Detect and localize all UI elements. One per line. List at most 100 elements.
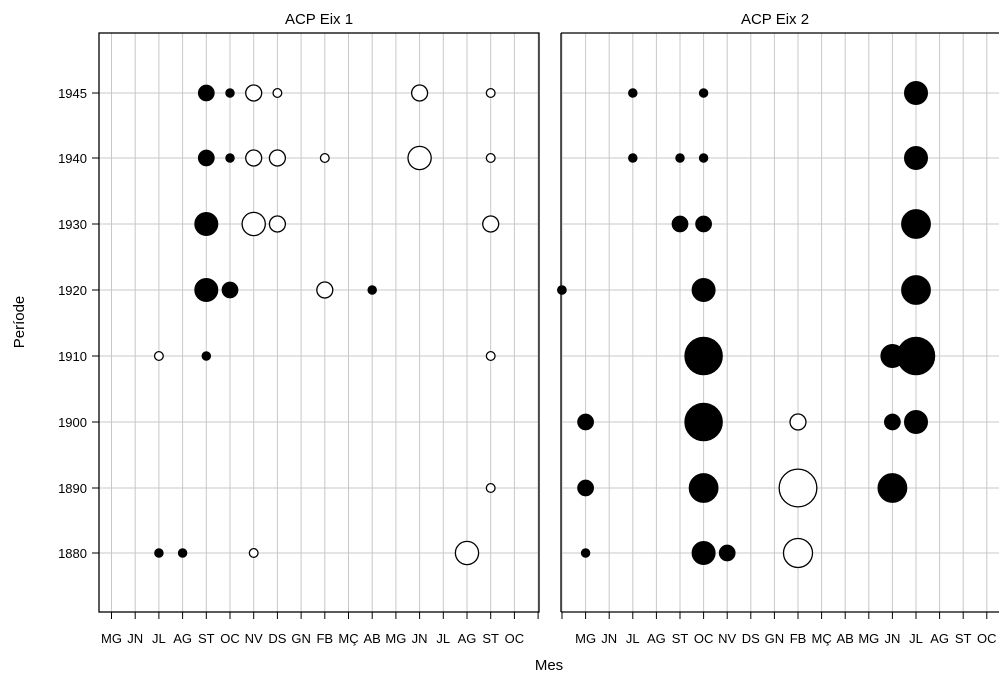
y-tick-label: 1920 bbox=[58, 283, 87, 298]
x-tick-label: JN bbox=[884, 631, 900, 646]
x-tick-label: JN bbox=[127, 631, 143, 646]
x-tick-label: OC bbox=[977, 631, 997, 646]
data-point bbox=[248, 548, 259, 559]
data-point bbox=[577, 413, 594, 431]
data-point bbox=[485, 88, 496, 99]
data-point bbox=[671, 215, 689, 233]
x-tick-label: GN bbox=[765, 631, 785, 646]
panel-2-x-ticks: MG JN JL AG ST OC NV DS GN FB MÇ AB MG JN JL AG ST OC bbox=[561, 612, 997, 646]
x-tick-label: JL bbox=[909, 631, 923, 646]
data-point bbox=[197, 84, 215, 102]
panel-2-grid bbox=[561, 33, 999, 612]
x-tick-label: OC bbox=[220, 631, 240, 646]
data-point bbox=[177, 548, 188, 558]
x-axis-label: Mes bbox=[535, 657, 563, 674]
x-tick-label: NV bbox=[718, 631, 736, 646]
y-tick-label: 1880 bbox=[58, 546, 87, 561]
x-tick-label: AB bbox=[837, 631, 854, 646]
data-point bbox=[221, 281, 239, 299]
data-point bbox=[454, 540, 480, 566]
data-point bbox=[684, 336, 723, 376]
data-point bbox=[407, 145, 432, 171]
x-tick-label: FB bbox=[790, 631, 807, 646]
data-point bbox=[789, 413, 807, 431]
x-tick-label: MG bbox=[858, 631, 879, 646]
data-point bbox=[201, 351, 212, 361]
data-point bbox=[896, 336, 936, 376]
x-tick-label: MG bbox=[385, 631, 406, 646]
x-tick-label: JN bbox=[412, 631, 428, 646]
x-tick-label: MG bbox=[101, 631, 122, 646]
data-point bbox=[675, 153, 685, 163]
data-point bbox=[485, 350, 496, 361]
data-point bbox=[153, 350, 164, 361]
y-tick-label: 1930 bbox=[58, 217, 87, 232]
x-tick-label: DS bbox=[268, 631, 286, 646]
x-tick-label: AG bbox=[647, 631, 666, 646]
data-point bbox=[241, 211, 266, 237]
data-point bbox=[319, 152, 330, 163]
x-tick-label: ST bbox=[955, 631, 972, 646]
x-tick-label: JL bbox=[436, 631, 450, 646]
y-tick-label: 1900 bbox=[58, 415, 87, 430]
x-tick-label: DS bbox=[742, 631, 760, 646]
x-tick-label: JL bbox=[152, 631, 166, 646]
panel-acp-eix-1: ACP Eix 1 MG JN JL AG ST OC NV DS GN FB MÇ AB MG JN JL… bbox=[58, 11, 567, 646]
data-point bbox=[904, 81, 929, 106]
panel-1-title: ACP Eix 1 bbox=[285, 11, 353, 28]
x-tick-label: AG bbox=[930, 631, 949, 646]
data-point bbox=[367, 285, 377, 295]
data-point bbox=[485, 482, 496, 493]
data-point bbox=[901, 275, 931, 305]
data-point bbox=[225, 153, 235, 163]
x-tick-label: NV bbox=[245, 631, 263, 646]
x-tick-label: JL bbox=[626, 631, 640, 646]
data-point bbox=[580, 548, 591, 558]
data-point bbox=[628, 153, 638, 163]
panel-acp-eix-2: ACP Eix 2 MG JN JL AG ST OC NV DS GN FB MÇ AB MG JN JL… bbox=[557, 11, 999, 646]
data-point bbox=[316, 281, 334, 299]
x-tick-label: ST bbox=[482, 631, 499, 646]
data-point bbox=[778, 468, 818, 508]
data-point bbox=[684, 402, 723, 442]
data-point bbox=[695, 215, 712, 233]
data-point bbox=[268, 149, 287, 167]
data-point bbox=[782, 537, 814, 569]
y-tick-label: 1910 bbox=[58, 349, 87, 364]
data-point bbox=[904, 409, 929, 434]
panel-2-title: ACP Eix 2 bbox=[741, 11, 809, 28]
data-point bbox=[194, 211, 219, 236]
x-tick-label: JN bbox=[601, 631, 617, 646]
y-tick-label: 1940 bbox=[58, 151, 87, 166]
data-point bbox=[194, 277, 219, 302]
data-point bbox=[698, 88, 709, 98]
x-tick-label: AG bbox=[458, 631, 477, 646]
data-point bbox=[577, 479, 594, 497]
x-tick-label: FB bbox=[316, 631, 333, 646]
data-point bbox=[482, 215, 500, 233]
data-point bbox=[557, 285, 567, 295]
x-tick-label: MÇ bbox=[338, 631, 358, 646]
data-point bbox=[410, 84, 429, 102]
data-point bbox=[877, 473, 908, 503]
data-point bbox=[688, 473, 719, 503]
data-point bbox=[904, 145, 929, 170]
data-point bbox=[691, 541, 716, 566]
data-point bbox=[884, 413, 901, 431]
y-tick-label: 1890 bbox=[58, 481, 87, 496]
data-point bbox=[268, 215, 287, 233]
data-point bbox=[901, 209, 931, 239]
panel-1-x-ticks: MG JN JL AG ST OC NV DS GN FB MÇ AB MG JN JL AG ST OC bbox=[101, 612, 539, 646]
x-tick-label: ST bbox=[198, 631, 215, 646]
data-point bbox=[691, 277, 716, 302]
panel-2-points bbox=[557, 81, 936, 569]
data-point bbox=[698, 153, 709, 163]
data-point bbox=[272, 88, 283, 99]
data-point bbox=[245, 149, 263, 167]
x-tick-label: GN bbox=[291, 631, 311, 646]
data-point bbox=[245, 84, 263, 102]
data-point bbox=[718, 544, 736, 562]
x-tick-label: ST bbox=[672, 631, 689, 646]
data-point bbox=[225, 88, 235, 98]
